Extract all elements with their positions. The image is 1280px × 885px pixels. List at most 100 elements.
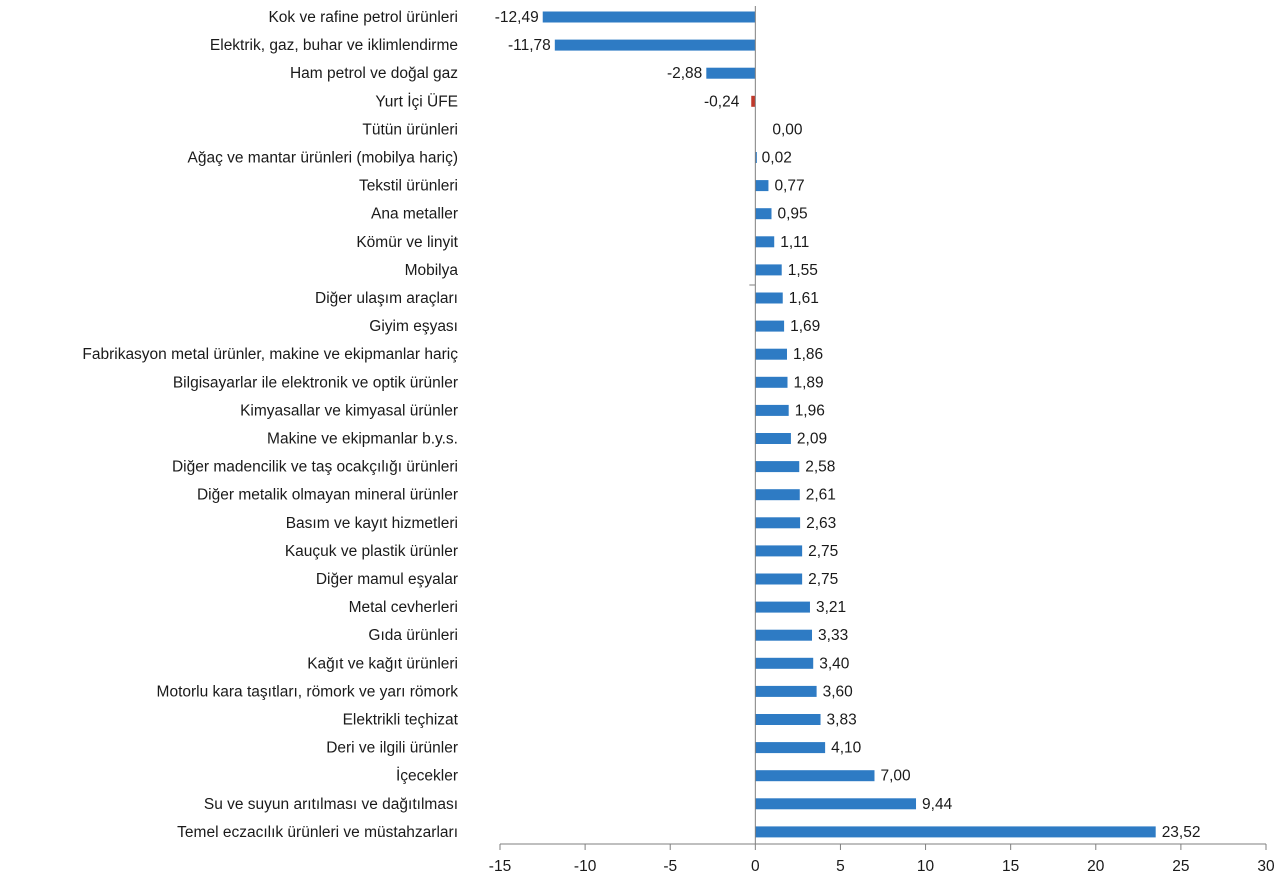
bar-26: [755, 742, 826, 754]
x-tick-label-9: 30: [1257, 858, 1275, 875]
x-tick-label-0: -15: [489, 858, 511, 875]
value-label-15: 2,09: [797, 431, 827, 448]
category-label-18: Basım ve kayıt hizmetleri: [286, 515, 458, 532]
category-label-5: Ağaç ve mantar ürünleri (mobilya hariç): [188, 150, 459, 167]
value-label-28: 9,44: [922, 796, 953, 813]
value-label-9: 1,55: [788, 262, 818, 279]
bar-28: [755, 798, 917, 810]
bar-21: [755, 601, 810, 613]
axes-group: -15 -10 -5 0 5 10 15 20 25 30: [489, 6, 1275, 875]
category-label-7: Ana metaller: [371, 206, 458, 223]
value-label-8: 1,11: [780, 234, 809, 251]
value-label-17: 2,61: [806, 487, 836, 504]
value-label-19: 2,75: [808, 543, 838, 560]
x-tick-label-3: 0: [751, 858, 760, 875]
value-label-7: 0,95: [778, 206, 808, 223]
bar-15: [755, 433, 791, 444]
category-label-4: Tütün ürünleri: [362, 121, 458, 138]
value-labels-group: -12,49 -11,78 -2,88-0,24 0,00 0,02 0,77 0,95 1,…: [495, 9, 1201, 841]
value-label-5: 0,02: [762, 150, 792, 167]
value-label-0: -12,49: [495, 9, 539, 26]
bar-5: [755, 152, 757, 163]
category-label-21: Metal cevherleri: [349, 599, 458, 616]
category-label-23: Kağıt ve kağıt ürünleri: [307, 655, 458, 672]
value-label-12: 1,86: [793, 346, 823, 363]
bar-27: [755, 770, 875, 782]
bar-10: [755, 292, 783, 304]
bar-7: [755, 208, 772, 220]
x-tick-label-4: 5: [836, 858, 845, 875]
category-label-17: Diğer metalik olmayan mineral ürünler: [197, 487, 458, 504]
bar-17: [755, 489, 800, 501]
value-label-25: 3,83: [827, 712, 857, 729]
x-tick-label-5: 10: [917, 858, 935, 875]
value-label-14: 1,96: [795, 402, 825, 419]
category-label-19: Kauçuk ve plastik ürünler: [285, 543, 458, 560]
x-tick-label-7: 20: [1087, 858, 1105, 875]
value-label-4: 0,00: [772, 121, 803, 138]
category-label-12: Fabrikasyon metal ürünler, makine ve eki…: [82, 346, 458, 363]
bar-13: [755, 376, 788, 388]
category-label-16: Diğer madencilik ve taş ocakçılığı ürünl…: [172, 459, 458, 476]
category-label-20: Diğer mamul eşyalar: [316, 571, 458, 588]
category-label-3: Yurt İçi ÜFE: [375, 92, 458, 110]
value-label-23: 3,40: [819, 655, 850, 672]
category-label-22: Gıda ürünleri: [368, 627, 458, 644]
bar-8: [755, 236, 775, 248]
value-label-21: 3,21: [816, 599, 846, 616]
value-label-26: 4,10: [831, 740, 862, 757]
value-label-1: -11,78: [508, 37, 551, 54]
value-label-2: -2,88: [667, 65, 702, 82]
category-label-28: Su ve suyun arıtılması ve dağıtılması: [204, 796, 458, 813]
bar-1: [554, 39, 756, 51]
bar-11: [755, 320, 785, 332]
bar-23: [755, 657, 814, 669]
value-label-20: 2,75: [808, 571, 838, 588]
bar-6: [755, 180, 769, 192]
value-label-27: 7,00: [880, 768, 911, 785]
category-label-26: Deri ve ilgili ürünler: [326, 740, 458, 757]
category-label-11: Giyim eşyası: [369, 318, 458, 335]
category-label-13: Bilgisayarlar ile elektronik ve optik ür…: [173, 374, 458, 391]
category-label-8: Kömür ve linyit: [356, 234, 458, 251]
value-label-16: 2,58: [805, 459, 835, 476]
bar-20: [755, 573, 803, 585]
category-label-24: Motorlu kara taşıtları, römork ve yarı r…: [157, 683, 459, 700]
value-label-6: 0,77: [774, 178, 804, 195]
category-label-15: Makine ve ekipmanlar b.y.s.: [267, 431, 458, 448]
bar-19: [755, 545, 803, 557]
value-label-3: -0,24: [704, 93, 740, 110]
category-label-6: Tekstil ürünleri: [359, 178, 458, 195]
category-labels-group: Kok ve rafine petrol ürünleri Elektrik, g…: [82, 9, 458, 841]
bar-16: [755, 461, 800, 473]
category-label-2: Ham petrol ve doğal gaz: [290, 65, 458, 82]
bars-group: [542, 11, 1156, 838]
bar-25: [755, 714, 821, 725]
category-label-27: İçecekler: [396, 767, 458, 785]
bar-18: [755, 517, 801, 529]
category-label-29: Temel eczacılık ürünleri ve müstahzarlar…: [177, 824, 458, 841]
category-label-1: Elektrik, gaz, buhar ve iklimlendirme: [210, 37, 458, 54]
value-label-18: 2,63: [806, 515, 836, 532]
category-label-10: Diğer ulaşım araçları: [315, 290, 458, 307]
bar-22: [755, 629, 813, 641]
category-label-14: Kimyasallar ve kimyasal ürünler: [240, 402, 458, 419]
x-tick-label-8: 25: [1172, 858, 1189, 875]
value-label-29: 23,52: [1162, 824, 1201, 841]
category-label-9: Mobilya: [405, 262, 459, 279]
bar-24: [755, 685, 817, 697]
value-label-22: 3,33: [818, 627, 848, 644]
bar-12: [755, 348, 787, 360]
value-label-13: 1,89: [794, 374, 824, 391]
bar-29: [755, 826, 1156, 838]
value-label-24: 3,60: [823, 683, 854, 700]
category-label-25: Elektrikli teçhizat: [343, 712, 459, 729]
value-label-11: 1,69: [790, 318, 820, 335]
value-label-10: 1,61: [789, 290, 819, 307]
category-label-0: Kok ve rafine petrol ürünleri: [268, 9, 458, 26]
bar-0: [542, 11, 756, 23]
x-tick-label-6: 15: [1002, 858, 1019, 875]
x-tick-label-2: -5: [663, 858, 677, 875]
bar-2: [706, 67, 756, 79]
